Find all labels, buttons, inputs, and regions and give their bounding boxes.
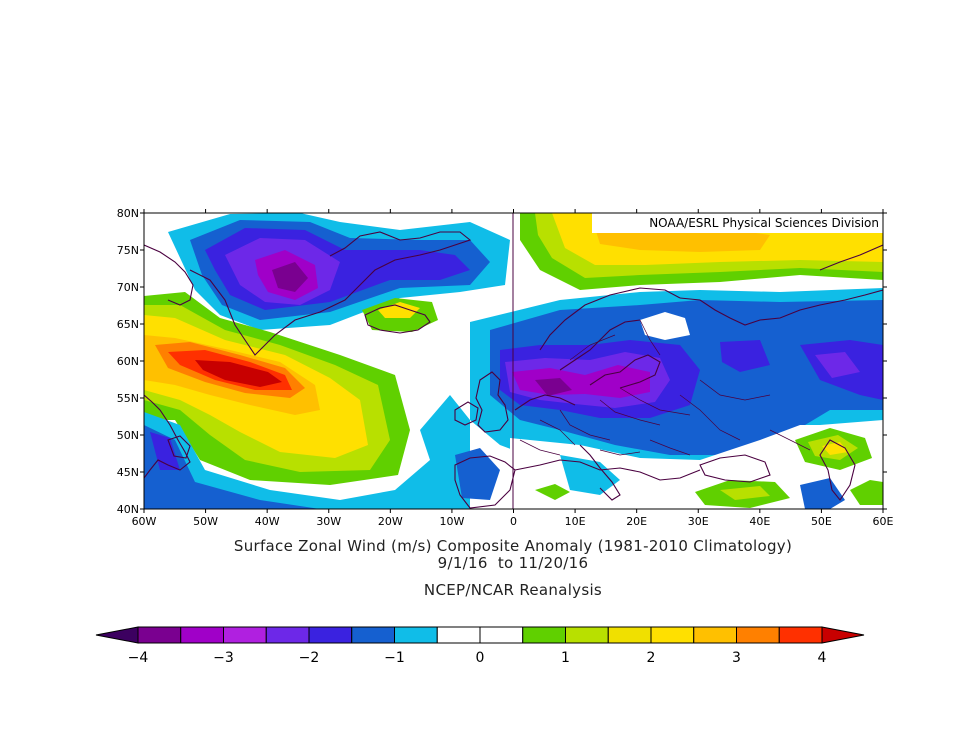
contour-east-mediterranean-blue: [560, 455, 620, 495]
coast-great-britain: [475, 371, 509, 433]
colorbar-tick-label: −2: [299, 650, 320, 666]
colorbar-swatch: [479, 626, 524, 644]
contour-sahara-green: [535, 484, 570, 500]
lon-label: 20E: [626, 515, 647, 528]
caption-dates: 9/1/16 to 11/20/16: [438, 554, 589, 572]
lon-label: 20W: [378, 515, 403, 528]
colorbar-swatch: [778, 626, 823, 644]
colorbar-swatch: [180, 626, 224, 644]
lat-label: 65N: [117, 318, 139, 331]
lon-label: 60W: [132, 515, 157, 528]
contour-middle-east-green: [850, 480, 883, 505]
map-panel: NOAA/ESRL Physical Sciences Division: [143, 212, 884, 510]
border-lines-west: [539, 387, 741, 446]
colorbar-tick-label: −1: [384, 650, 405, 666]
caption-source: NCEP/NCAR Reanalysis: [424, 581, 602, 599]
coast-iberia: [454, 455, 516, 509]
credit-box: [592, 213, 883, 233]
coast-caspian: [819, 439, 856, 501]
contour-caspian-yellow: [822, 442, 848, 455]
colorbar: −4 −3 −2 −1 0 1 2 3 4: [95, 626, 865, 666]
lon-label: 10E: [565, 515, 586, 528]
colorbar-swatch: [308, 626, 353, 644]
colorbar-swatch: [265, 626, 310, 644]
lon-label: 10W: [439, 515, 464, 528]
lon-label: 30E: [688, 515, 709, 528]
colorbar-tick-label: 4: [818, 650, 827, 666]
lat-label: 70N: [117, 281, 139, 294]
colorbar-swatch: [394, 626, 438, 644]
lat-label: 40N: [117, 503, 139, 516]
coast-norway: [539, 287, 681, 351]
border-lines-scandinavia: [569, 319, 661, 361]
lat-label: 45N: [117, 466, 139, 479]
colorbar-low-arrow: [95, 626, 139, 644]
lon-label: 0: [510, 515, 517, 528]
lon-label: 30W: [316, 515, 341, 528]
lon-label: 50W: [193, 515, 218, 528]
contour-southwest-light-blue: [144, 395, 470, 509]
coast-north-sea: [514, 394, 576, 411]
lat-label: 50N: [117, 429, 139, 442]
colorbar-swatch: [607, 626, 652, 644]
colorbar-swatch: [650, 626, 695, 644]
contour-greenland-purple: [272, 262, 308, 292]
colorbar-swatch: [693, 626, 737, 644]
contour-scandinavia-white-hole: [640, 312, 690, 340]
colorbar-high-arrow: [821, 626, 865, 644]
lat-label: 60N: [117, 355, 139, 368]
coastlines: [144, 231, 883, 509]
contour-southwest-mid-blue: [144, 425, 320, 509]
lon-label: 60E: [873, 515, 894, 528]
contour-fields: [144, 213, 883, 509]
colorbar-swatch: [351, 626, 395, 644]
border-lines-east: [519, 379, 811, 456]
colorbar-tick-label: −3: [213, 650, 234, 666]
caption-title: Surface Zonal Wind (m/s) Composite Anoma…: [234, 537, 792, 555]
coast-greenland: [189, 231, 472, 356]
lon-label: 40E: [749, 515, 770, 528]
coast-baffin-island: [144, 244, 194, 306]
lat-label: 55N: [117, 392, 139, 405]
contour-europe-purple: [535, 378, 572, 396]
coast-ireland: [454, 401, 479, 426]
lon-label: 40W: [255, 515, 280, 528]
lon-label: 50E: [811, 515, 832, 528]
coast-black-sea: [699, 454, 771, 483]
contour-iberia-mid-blue: [455, 448, 500, 500]
contour-atlantic-dark-red: [195, 360, 282, 387]
colorbar-tick-label: 2: [647, 650, 656, 666]
country-borders: [519, 319, 811, 456]
coast-white-sea: [679, 289, 883, 326]
contour-russia-violet: [815, 352, 860, 378]
colorbar-swatch: [436, 626, 481, 644]
coast-labrador: [144, 394, 191, 479]
colorbar-tick-label: 3: [732, 650, 741, 666]
colorbar-tick-label: 0: [476, 650, 485, 666]
contour-iceland-yellow: [378, 302, 420, 318]
colorbar-swatch: [137, 626, 182, 644]
coast-italy: [579, 444, 621, 501]
coast-iceland: [364, 304, 431, 334]
colorbar-swatch: [223, 626, 267, 644]
colorbar-swatch: [736, 626, 780, 644]
coast-mediterranean: [514, 459, 701, 481]
contour-turkey-yellow-green: [720, 486, 770, 500]
colorbar-tick-label: 1: [561, 650, 570, 666]
lat-label: 80N: [117, 207, 139, 220]
lat-label: 75N: [117, 244, 139, 257]
colorbar-swatch: [565, 626, 609, 644]
coast-baltic: [589, 354, 661, 389]
coast-sweden: [559, 319, 641, 371]
coast-newfoundland: [167, 435, 191, 459]
credit-text: NOAA/ESRL Physical Sciences Division: [649, 216, 879, 230]
coast-novaya-zemlya: [819, 244, 883, 271]
colorbar-tick-label: −4: [128, 650, 149, 666]
contour-russia-blue-west: [720, 340, 770, 372]
contour-middle-east-blue: [800, 478, 845, 509]
colorbar-swatch: [522, 626, 566, 644]
